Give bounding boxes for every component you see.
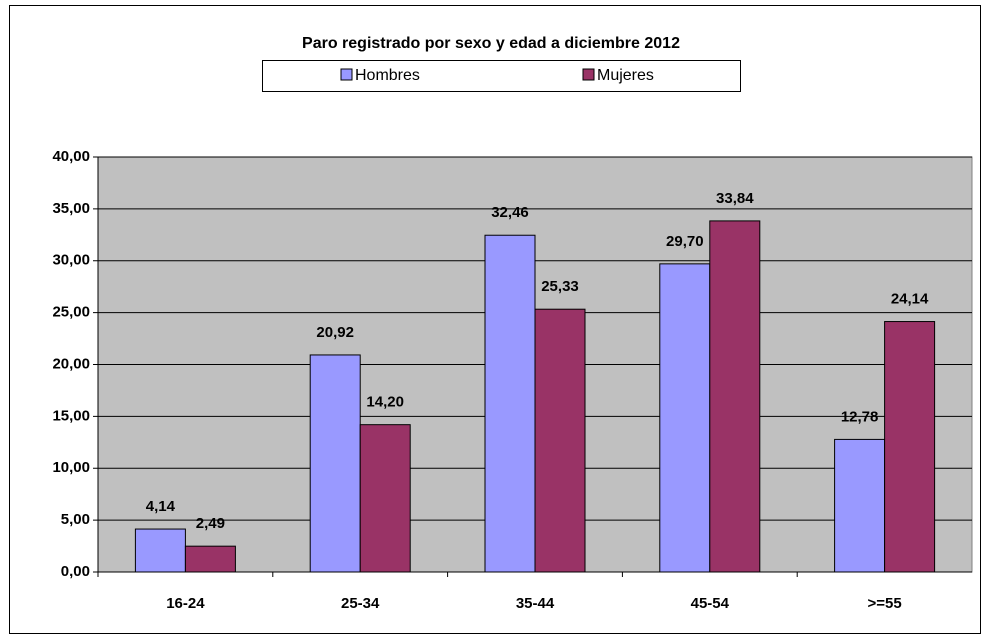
value-label: 25,33 xyxy=(541,278,579,295)
value-label: 33,84 xyxy=(716,190,754,207)
y-tick-label: 20,00 xyxy=(52,355,90,372)
legend-box xyxy=(262,60,741,92)
y-tick-label: 0,00 xyxy=(61,563,90,580)
x-tick-label: 25-34 xyxy=(341,595,380,612)
y-tick-label: 35,00 xyxy=(52,200,90,217)
chart-title: Paro registrado por sexo y edad a diciem… xyxy=(302,35,680,52)
x-tick-label: 35-44 xyxy=(516,595,555,612)
bar xyxy=(359,424,411,573)
bar xyxy=(884,321,936,573)
x-tick-label: >=55 xyxy=(867,595,901,612)
value-label: 4,14 xyxy=(146,498,176,515)
bar xyxy=(659,263,711,573)
legend-label: Hombres xyxy=(355,67,420,84)
x-tick-label: 45-54 xyxy=(691,595,730,612)
bar xyxy=(134,528,186,573)
bar xyxy=(184,545,236,573)
bar xyxy=(484,234,536,573)
y-tick-label: 10,00 xyxy=(52,459,90,476)
y-tick-label: 30,00 xyxy=(52,252,90,269)
legend-swatch xyxy=(340,68,353,81)
value-label: 12,78 xyxy=(841,408,879,425)
value-label: 32,46 xyxy=(491,204,529,221)
bar xyxy=(834,438,886,573)
x-tick-label: 16-24 xyxy=(166,595,205,612)
bar xyxy=(534,308,586,573)
y-tick-label: 5,00 xyxy=(61,511,90,528)
y-tick-label: 25,00 xyxy=(52,304,90,321)
value-label: 20,92 xyxy=(316,324,354,341)
y-tick-label: 15,00 xyxy=(52,407,90,424)
bar xyxy=(309,354,361,573)
legend-label: Mujeres xyxy=(597,67,654,84)
value-label: 14,20 xyxy=(366,394,404,411)
legend-swatch xyxy=(582,68,595,81)
value-label: 24,14 xyxy=(891,291,929,308)
y-tick-label: 40,00 xyxy=(52,148,90,165)
bar xyxy=(709,220,761,573)
value-label: 29,70 xyxy=(666,233,704,250)
value-label: 2,49 xyxy=(196,515,225,532)
